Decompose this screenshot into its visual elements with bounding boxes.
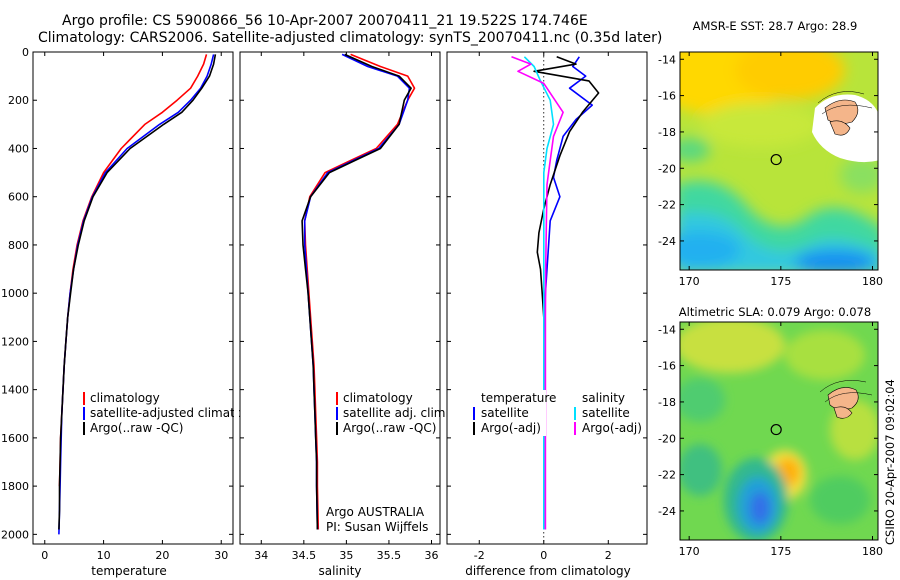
- figure-title-line1: Argo profile: CS 5900866_56 10-Apr-2007 …: [62, 13, 588, 29]
- x-tick-label: 0: [540, 549, 547, 562]
- legend-climatology-label: climatology: [90, 391, 160, 405]
- sst-map-frame: [679, 51, 879, 271]
- map-y-tick-label: -24: [658, 235, 676, 248]
- legend-temp-argo-label: Argo(-adj): [481, 421, 541, 435]
- legend-sal-argo-label: Argo(-adj): [582, 421, 642, 435]
- map-y-tick-label: -14: [658, 53, 676, 66]
- sla-map-title: Altimetric SLA: 0.079 Argo: 0.078: [679, 305, 871, 319]
- temperature-x-label: temperature: [91, 564, 166, 578]
- y-tick-label: 400: [8, 142, 29, 155]
- difference-x-label: difference from climatology: [465, 564, 631, 578]
- difference-x-axis: -2 0 2: [474, 52, 612, 562]
- difference-axes-box: [446, 51, 648, 545]
- temperature-legend: climatology satellite-adjusted climatolo…: [83, 391, 268, 435]
- sla-field: [680, 322, 878, 540]
- temperature-axes-box: [32, 51, 234, 545]
- y-tick-label: 0: [22, 46, 29, 59]
- map-y-tick-label: -18: [658, 126, 676, 139]
- salinity-lines: [301, 53, 416, 530]
- difference-panel: -2 0 2 difference from climatology tempera…: [446, 51, 648, 578]
- map-y-tick-label: -20: [658, 162, 676, 175]
- legend-bg-right: [572, 390, 642, 436]
- difference-legend: temperature satellite Argo(-adj) salinit…: [473, 390, 642, 436]
- salinity-y-ticks: [240, 51, 440, 535]
- y-tick-label: 1000: [1, 287, 29, 300]
- x-tick-label: 0: [41, 549, 48, 562]
- annotation-pi: PI: Susan Wijffels: [326, 520, 428, 534]
- x-tick-label: 35.5: [377, 549, 402, 562]
- map-y-tick-label: -14: [658, 323, 676, 336]
- sst-field: [680, 52, 878, 270]
- temperature-panel: 0 200 400 600 800 1000 1200 1400 1600 1800 2000 0 1…: [1, 46, 268, 578]
- y-tick-label: 200: [8, 94, 29, 107]
- salinity-axes-box: [239, 51, 441, 545]
- x-tick-label: 34: [254, 549, 268, 562]
- temperature-y-axis: 0 200 400 600 800 1000 1200 1400 1600 1800 2000: [1, 46, 233, 541]
- legend-temperature-heading: temperature: [481, 391, 556, 405]
- map-x-tick-label: 175: [770, 275, 791, 288]
- sst-map: AMSR-E SST: 28.7 Argo: 28.9 170 1: [658, 19, 883, 288]
- map-y-tick-label: -18: [658, 396, 676, 409]
- x-tick-label: -2: [474, 549, 485, 562]
- y-tick-label: 600: [8, 191, 29, 204]
- legend-argo-label: Argo(..raw -QC): [343, 421, 436, 435]
- salinity-x-label: salinity: [318, 564, 361, 578]
- legend-bg-left: [474, 390, 546, 436]
- salinity-panel: 34 34.5 35 35.5 36 salinity climatology sate…: [239, 51, 449, 578]
- difference-y-ticks: [447, 51, 647, 535]
- map-y-tick-label: -22: [658, 469, 676, 482]
- legend-climatology-label: climatology: [343, 391, 413, 405]
- series-line-argo-raw-qc-: [301, 53, 412, 530]
- map-y-tick-label: -20: [658, 432, 676, 445]
- x-tick-label: 2: [605, 549, 612, 562]
- series-line-argo-raw-qc-: [58, 54, 217, 530]
- temperature-lines: [58, 54, 217, 535]
- x-tick-label: 36: [424, 549, 438, 562]
- y-tick-label: 1800: [1, 480, 29, 493]
- argo-location-marker: [770, 423, 782, 436]
- map-y-tick-label: -24: [658, 505, 676, 518]
- argo-location-marker: [770, 153, 782, 166]
- map-x-tick-label: 180: [862, 275, 883, 288]
- salinity-legend: climatology satellite adj. clim. Argo(..…: [336, 391, 449, 435]
- map-x-tick-label: 170: [679, 545, 700, 558]
- y-tick-label: 1600: [1, 432, 29, 445]
- salinity-x-axis: 34 34.5 35 35.5 36: [254, 52, 438, 562]
- map-x-tick-label: 180: [862, 545, 883, 558]
- sst-map-axes: 170 175 180 -14 -16 -18 -20 -22 -24: [658, 52, 883, 288]
- x-tick-label: 20: [155, 549, 169, 562]
- legend-clip-mask: [234, 390, 239, 440]
- y-tick-label: 1400: [1, 384, 29, 397]
- y-tick-label: 800: [8, 239, 29, 252]
- x-tick-label: 34.5: [292, 549, 317, 562]
- sst-map-title: AMSR-E SST: 28.7 Argo: 28.9: [693, 19, 858, 33]
- map-x-tick-label: 175: [770, 545, 791, 558]
- legend-sal-satellite-label: satellite: [582, 406, 630, 420]
- sla-map-frame: [679, 321, 879, 541]
- legend-temp-satellite-label: satellite: [481, 406, 529, 420]
- legend-satellite-label: satellite-adjusted climatology: [90, 406, 268, 420]
- y-tick-label: 1200: [1, 335, 29, 348]
- annotation-argo-australia: Argo AUSTRALIA: [326, 505, 425, 519]
- x-tick-label: 10: [97, 549, 111, 562]
- map-y-tick-label: -16: [658, 90, 676, 103]
- sla-map-axes: 170 175 180 -14 -16 -18 -20 -22 -24: [658, 322, 883, 558]
- credit-text: CSIRO 20-Apr-2007 09:02:04: [883, 379, 897, 545]
- x-tick-label: 35: [339, 549, 353, 562]
- legend-salinity-heading: salinity: [582, 391, 625, 405]
- legend-satellite-label: satellite adj. clim.: [343, 406, 449, 420]
- x-tick-label: 30: [214, 549, 228, 562]
- temperature-x-axis: 0 10 20 30: [41, 52, 228, 562]
- figure-title-line2: Climatology: CARS2006. Satellite-adjuste…: [38, 30, 662, 46]
- map-y-tick-label: -16: [658, 360, 676, 373]
- y-tick-label: 2000: [1, 528, 29, 541]
- legend-argo-label: Argo(..raw -QC): [90, 421, 183, 435]
- sla-map: Altimetric SLA: 0.079 Argo: 0.078: [658, 305, 883, 558]
- map-x-tick-label: 170: [679, 275, 700, 288]
- map-y-tick-label: -22: [658, 199, 676, 212]
